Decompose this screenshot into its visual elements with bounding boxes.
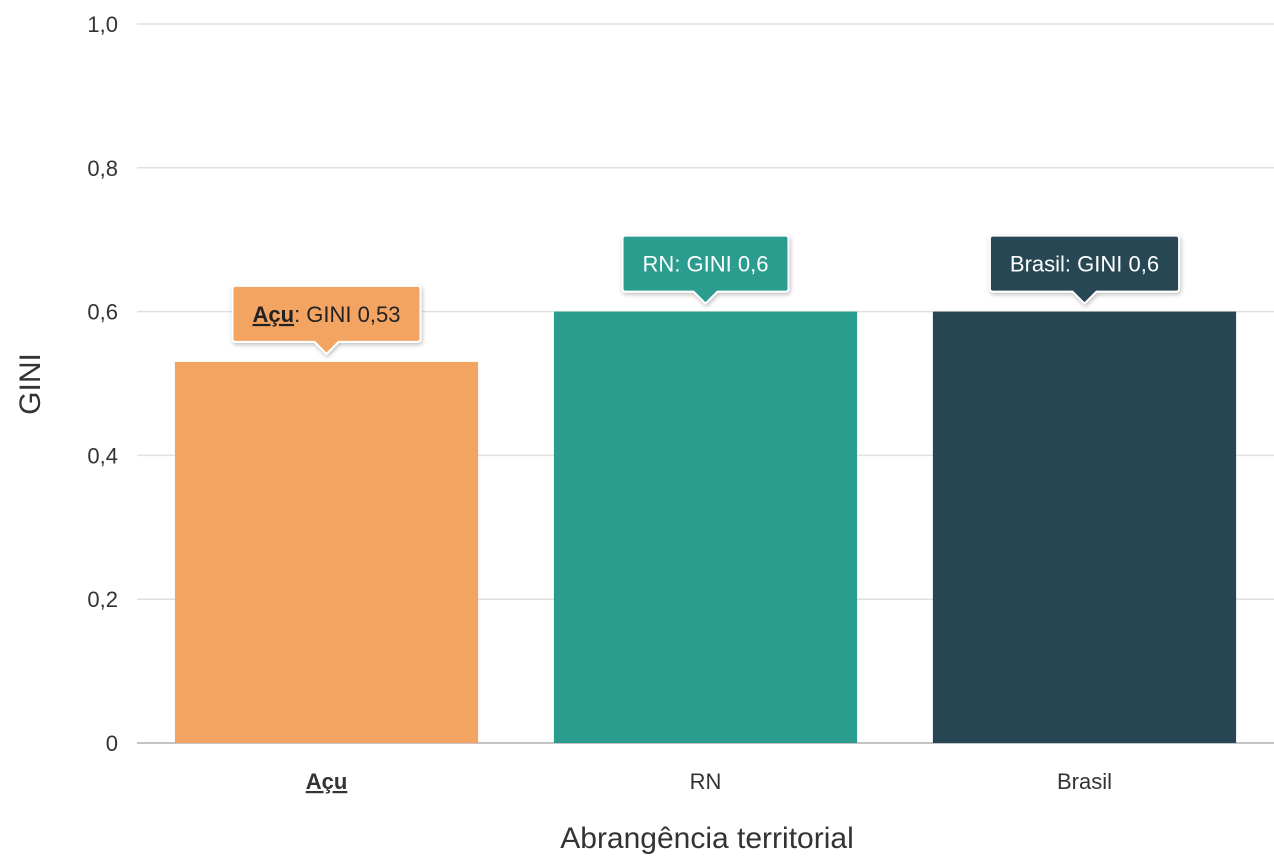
bar-brasil[interactable] <box>932 311 1237 743</box>
y-tick-label: 0,8 <box>87 156 118 181</box>
tooltip-name: Açu <box>253 302 295 327</box>
bar-açu[interactable] <box>174 361 479 743</box>
x-tick-label: Açu <box>306 769 348 794</box>
y-tick-label: 0,6 <box>87 300 118 325</box>
tooltip-rn: RN: GINI 0,6 <box>621 234 790 306</box>
x-axis-title: Abrangência territorial <box>560 822 853 855</box>
y-tick-label: 0,4 <box>87 443 118 468</box>
tooltip-box <box>231 284 422 356</box>
x-tick-label: Brasil <box>1057 769 1112 794</box>
y-axis-title: GINI <box>14 353 47 415</box>
bars <box>174 311 1237 743</box>
bar-rn[interactable] <box>553 311 858 743</box>
tooltip-text: Açu: GINI 0,53 <box>253 302 401 327</box>
tooltip-text: Brasil: GINI 0,6 <box>1010 252 1159 277</box>
x-axis-labels: Açu RN Brasil <box>306 769 1112 794</box>
tooltip-açu: Açu: GINI 0,53 <box>231 284 422 356</box>
y-tick-label: 0 <box>106 731 118 756</box>
tooltip-value: : GINI 0,6 <box>674 252 768 277</box>
tooltip-box <box>621 234 790 306</box>
tooltip-name: RN <box>643 252 675 277</box>
tooltip-name: Brasil <box>1010 252 1065 277</box>
tooltip-value: : GINI 0,6 <box>1065 252 1159 277</box>
y-tick-label: 1,0 <box>87 12 118 37</box>
tooltip-box <box>988 234 1181 306</box>
tooltip-value: : GINI 0,53 <box>294 302 400 327</box>
tooltip-brasil: Brasil: GINI 0,6 <box>988 234 1181 306</box>
y-tick-label: 0,2 <box>87 587 118 612</box>
tooltip-text: RN: GINI 0,6 <box>643 252 769 277</box>
y-axis-ticks: 0 0,2 0,4 0,6 0,8 1,0 <box>87 12 118 756</box>
x-tick-label: RN <box>690 769 722 794</box>
